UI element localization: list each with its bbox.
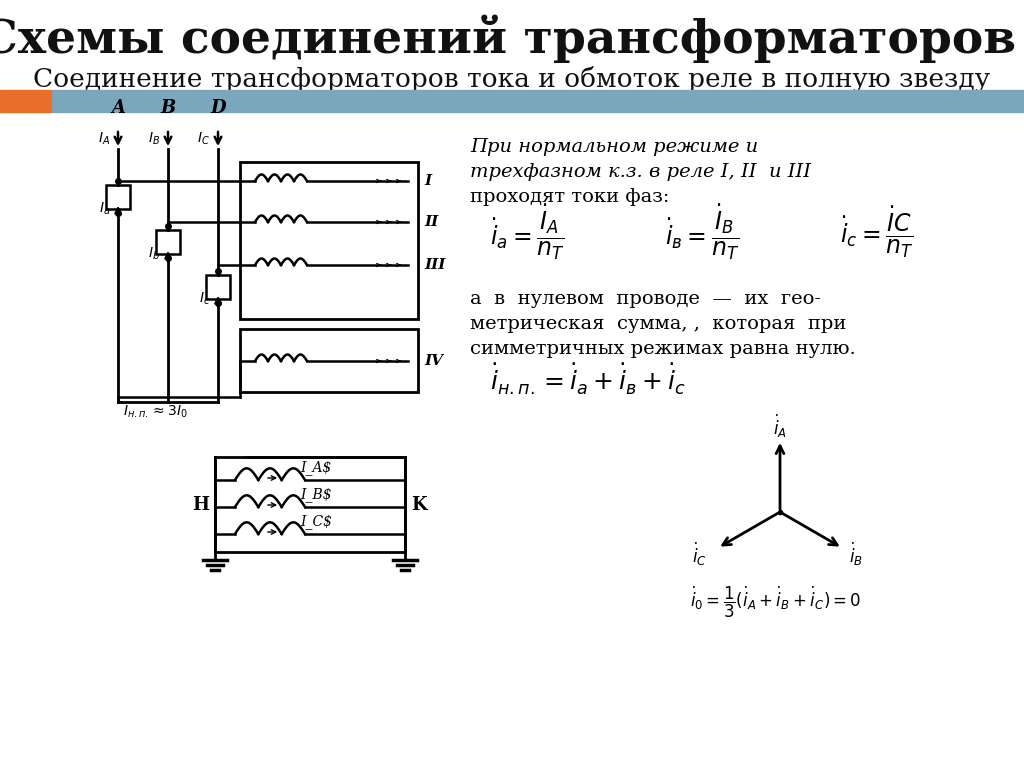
Text: $\dot{i}_{в} = \dfrac{\dot{I}_{B}}{n_T}$: $\dot{i}_{в} = \dfrac{\dot{I}_{B}}{n_T}$ <box>665 202 739 262</box>
Text: трехфазном к.з. в реле I, II  и III: трехфазном к.з. в реле I, II и III <box>470 163 811 181</box>
Bar <box>240 329 418 392</box>
Text: $\dot{i}_{c} = \dfrac{\dot{I}C}{n_T}$: $\dot{i}_{c} = \dfrac{\dot{I}C}{n_T}$ <box>840 204 913 260</box>
Text: симметричных режимах равна нулю.: симметричных режимах равна нулю. <box>470 340 856 358</box>
Text: H: H <box>193 496 210 514</box>
Text: I: I <box>424 174 431 188</box>
Bar <box>52 90 1024 112</box>
Bar <box>106 185 130 209</box>
Bar <box>206 275 230 299</box>
Text: $\dot{i}_C$: $\dot{i}_C$ <box>692 541 708 568</box>
Text: $\dot{i}_{н.п.} = \dot{i}_{a} + \dot{i}_{в} + \dot{i}_{c}$: $\dot{i}_{н.п.} = \dot{i}_{a} + \dot{i}_… <box>490 361 686 397</box>
Text: а  в  нулевом  проводе  —  их  гео-: а в нулевом проводе — их гео- <box>470 290 821 308</box>
Bar <box>0 90 52 112</box>
Text: Соединение трансформаторов тока и обмоток реле в полную звезду: Соединение трансформаторов тока и обмото… <box>34 66 990 92</box>
Text: $\dot{i}_{a} = \dfrac{\dot{I}_{A}}{n_T}$: $\dot{i}_{a} = \dfrac{\dot{I}_{A}}{n_T}$ <box>490 202 565 262</box>
Text: $I_B$: $I_B$ <box>147 131 160 147</box>
Text: $\dot{i}_A$: $\dot{i}_A$ <box>773 413 787 439</box>
Text: I_C$: I_C$ <box>300 515 332 529</box>
Text: I_A$: I_A$ <box>300 460 332 476</box>
Text: IV: IV <box>424 354 443 368</box>
Text: $\dot{i}_0 = \dfrac{1}{3}(\dot{i}_A + \dot{i}_B + \dot{i}_C) = 0$: $\dot{i}_0 = \dfrac{1}{3}(\dot{i}_A + \d… <box>690 584 861 620</box>
Text: $I_b$: $I_b$ <box>148 245 160 262</box>
Text: $I_{н.п.} \approx 3I_0$: $I_{н.п.} \approx 3I_0$ <box>123 403 187 420</box>
Bar <box>215 457 406 552</box>
Text: проходят токи фаз:: проходят токи фаз: <box>470 188 670 206</box>
Text: $I_c$: $I_c$ <box>199 291 210 308</box>
Text: III: III <box>424 258 445 272</box>
Text: D: D <box>210 99 226 117</box>
Text: метрическая  сумма, ,  которая  при: метрическая сумма, , которая при <box>470 315 847 333</box>
Text: I_B$: I_B$ <box>300 488 332 502</box>
Text: При нормальном режиме и: При нормальном режиме и <box>470 138 758 156</box>
Text: II: II <box>424 215 438 229</box>
Bar <box>240 162 418 319</box>
Text: $I_a$: $I_a$ <box>98 201 110 217</box>
Text: A: A <box>111 99 125 117</box>
Text: 2.2. Схемы соединений трансформаторов тока: 2.2. Схемы соединений трансформаторов то… <box>0 15 1024 63</box>
Text: $\dot{i}_B$: $\dot{i}_B$ <box>849 541 863 568</box>
Text: $I_A$: $I_A$ <box>98 131 110 147</box>
Bar <box>156 230 180 254</box>
Text: B: B <box>161 99 176 117</box>
Text: $I_C$: $I_C$ <box>198 131 210 147</box>
Text: K: K <box>412 496 427 514</box>
